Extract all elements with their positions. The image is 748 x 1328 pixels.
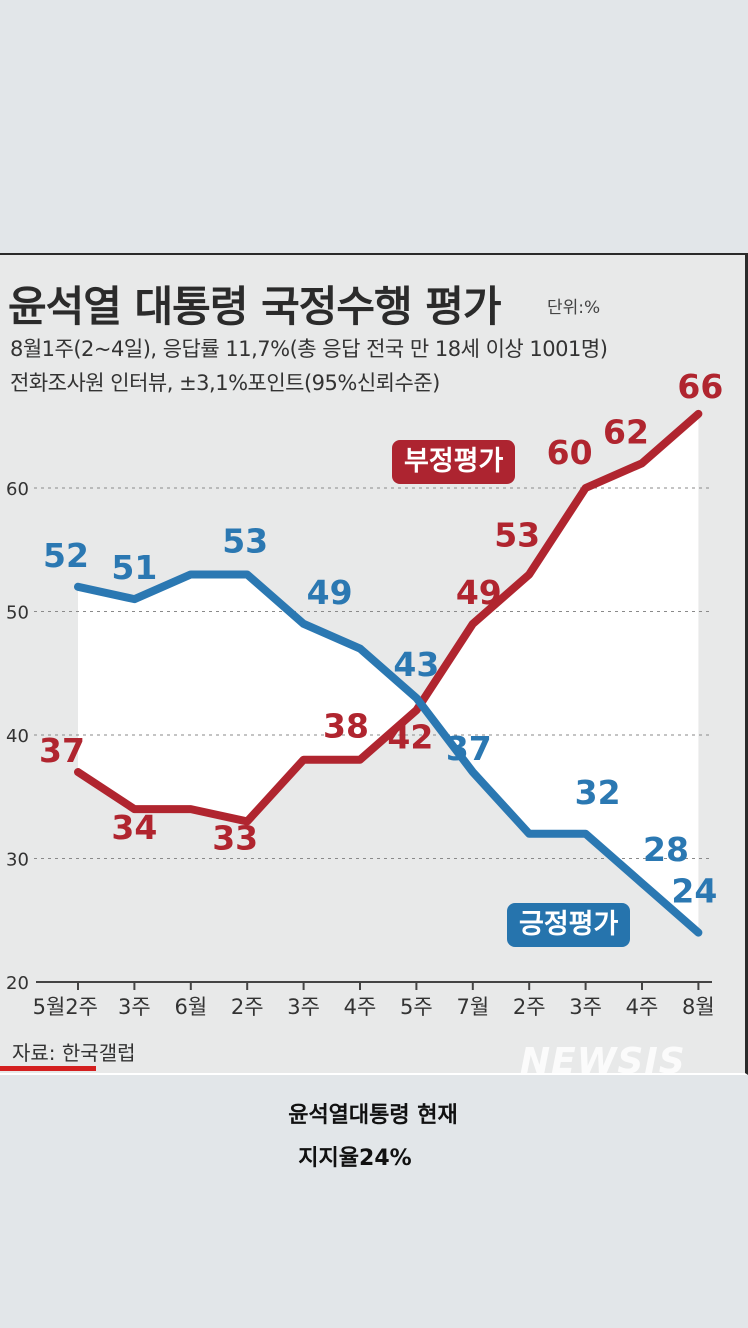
caption-line-2: 지지율24% xyxy=(298,1146,412,1171)
data-label-positive: 43 xyxy=(393,645,439,684)
x-tick-label: 3주 xyxy=(569,995,602,1019)
gap-fill-area xyxy=(78,413,699,933)
legend-negative: 부정평가 xyxy=(392,440,516,484)
data-label-negative: 33 xyxy=(212,818,258,857)
data-label-positive: 51 xyxy=(111,548,157,587)
y-tick-label-20: 20 xyxy=(6,973,29,994)
data-label-negative: 38 xyxy=(323,707,369,746)
x-tick-label: 5월2주 xyxy=(33,995,98,1019)
data-label-negative: 62 xyxy=(603,412,649,451)
series-line-positive xyxy=(74,570,703,937)
source-underline xyxy=(0,1066,96,1071)
y-tick-label-50: 50 xyxy=(6,603,29,624)
series-line-negative xyxy=(74,409,703,826)
data-label-positive: 28 xyxy=(643,830,689,869)
x-tick-label: 7월 xyxy=(456,995,489,1019)
x-tick-label: 8월 xyxy=(682,995,715,1019)
x-tick-label: 4주 xyxy=(626,995,659,1019)
data-label-negative: 49 xyxy=(456,573,502,612)
chart-unit: 단위:% xyxy=(547,298,601,318)
legend-positive: 긍정평가 xyxy=(507,903,631,947)
data-label-negative: 60 xyxy=(547,433,593,472)
data-label-positive: 37 xyxy=(446,729,492,768)
x-tick-label: 6월 xyxy=(174,995,207,1019)
caption-line-1: 윤석열대통령 현재 xyxy=(288,1103,458,1128)
data-label-negative: 42 xyxy=(387,717,433,756)
x-tick-label: 5주 xyxy=(400,995,433,1019)
y-tick-label-30: 30 xyxy=(6,850,29,871)
y-tick-label-60: 60 xyxy=(6,479,29,500)
y-tick-label-40: 40 xyxy=(6,726,29,747)
data-label-negative: 34 xyxy=(111,808,157,847)
data-label-negative: 37 xyxy=(39,731,85,770)
chart-subtitle-method: 전화조사원 인터뷰, ±3,1%포인트(95%신뢰수준) xyxy=(10,371,440,395)
x-tick-label: 2주 xyxy=(513,995,546,1019)
data-label-negative: 66 xyxy=(677,367,723,406)
data-label-positive: 32 xyxy=(575,773,621,812)
chart-card: 20 30 40 50 60 5월2주 3주 6월 2주 3주 4주 5주 7월 2주 3주 4주 8월 52 51… xyxy=(0,253,748,1075)
x-tick-label: 4주 xyxy=(344,995,377,1019)
chart-source: 자료: 한국갤럽 xyxy=(12,1041,136,1065)
data-label-positive: 53 xyxy=(222,521,268,560)
newsis-watermark-logo: NEWSIS xyxy=(520,1041,686,1075)
x-tick-label: 3주 xyxy=(118,995,151,1019)
chart-subtitle-survey: 8월1주(2~4일), 응답률 11,7%(총 응답 전국 만 18세 이상 1… xyxy=(10,337,608,361)
chart-title: 윤석열 대통령 국정수행 평가 xyxy=(8,282,502,331)
x-tick-label: 2주 xyxy=(231,995,264,1019)
data-label-negative: 53 xyxy=(494,515,540,554)
data-label-positive: 52 xyxy=(43,536,89,575)
x-tick-label: 3주 xyxy=(287,995,320,1019)
chart-plot: 20 30 40 50 60 5월2주 3주 6월 2주 3주 4주 5주 7월 2주 3주 4주 8월 52 51… xyxy=(6,367,723,1019)
data-label-positive: 24 xyxy=(671,872,717,911)
data-label-positive: 49 xyxy=(307,573,353,612)
